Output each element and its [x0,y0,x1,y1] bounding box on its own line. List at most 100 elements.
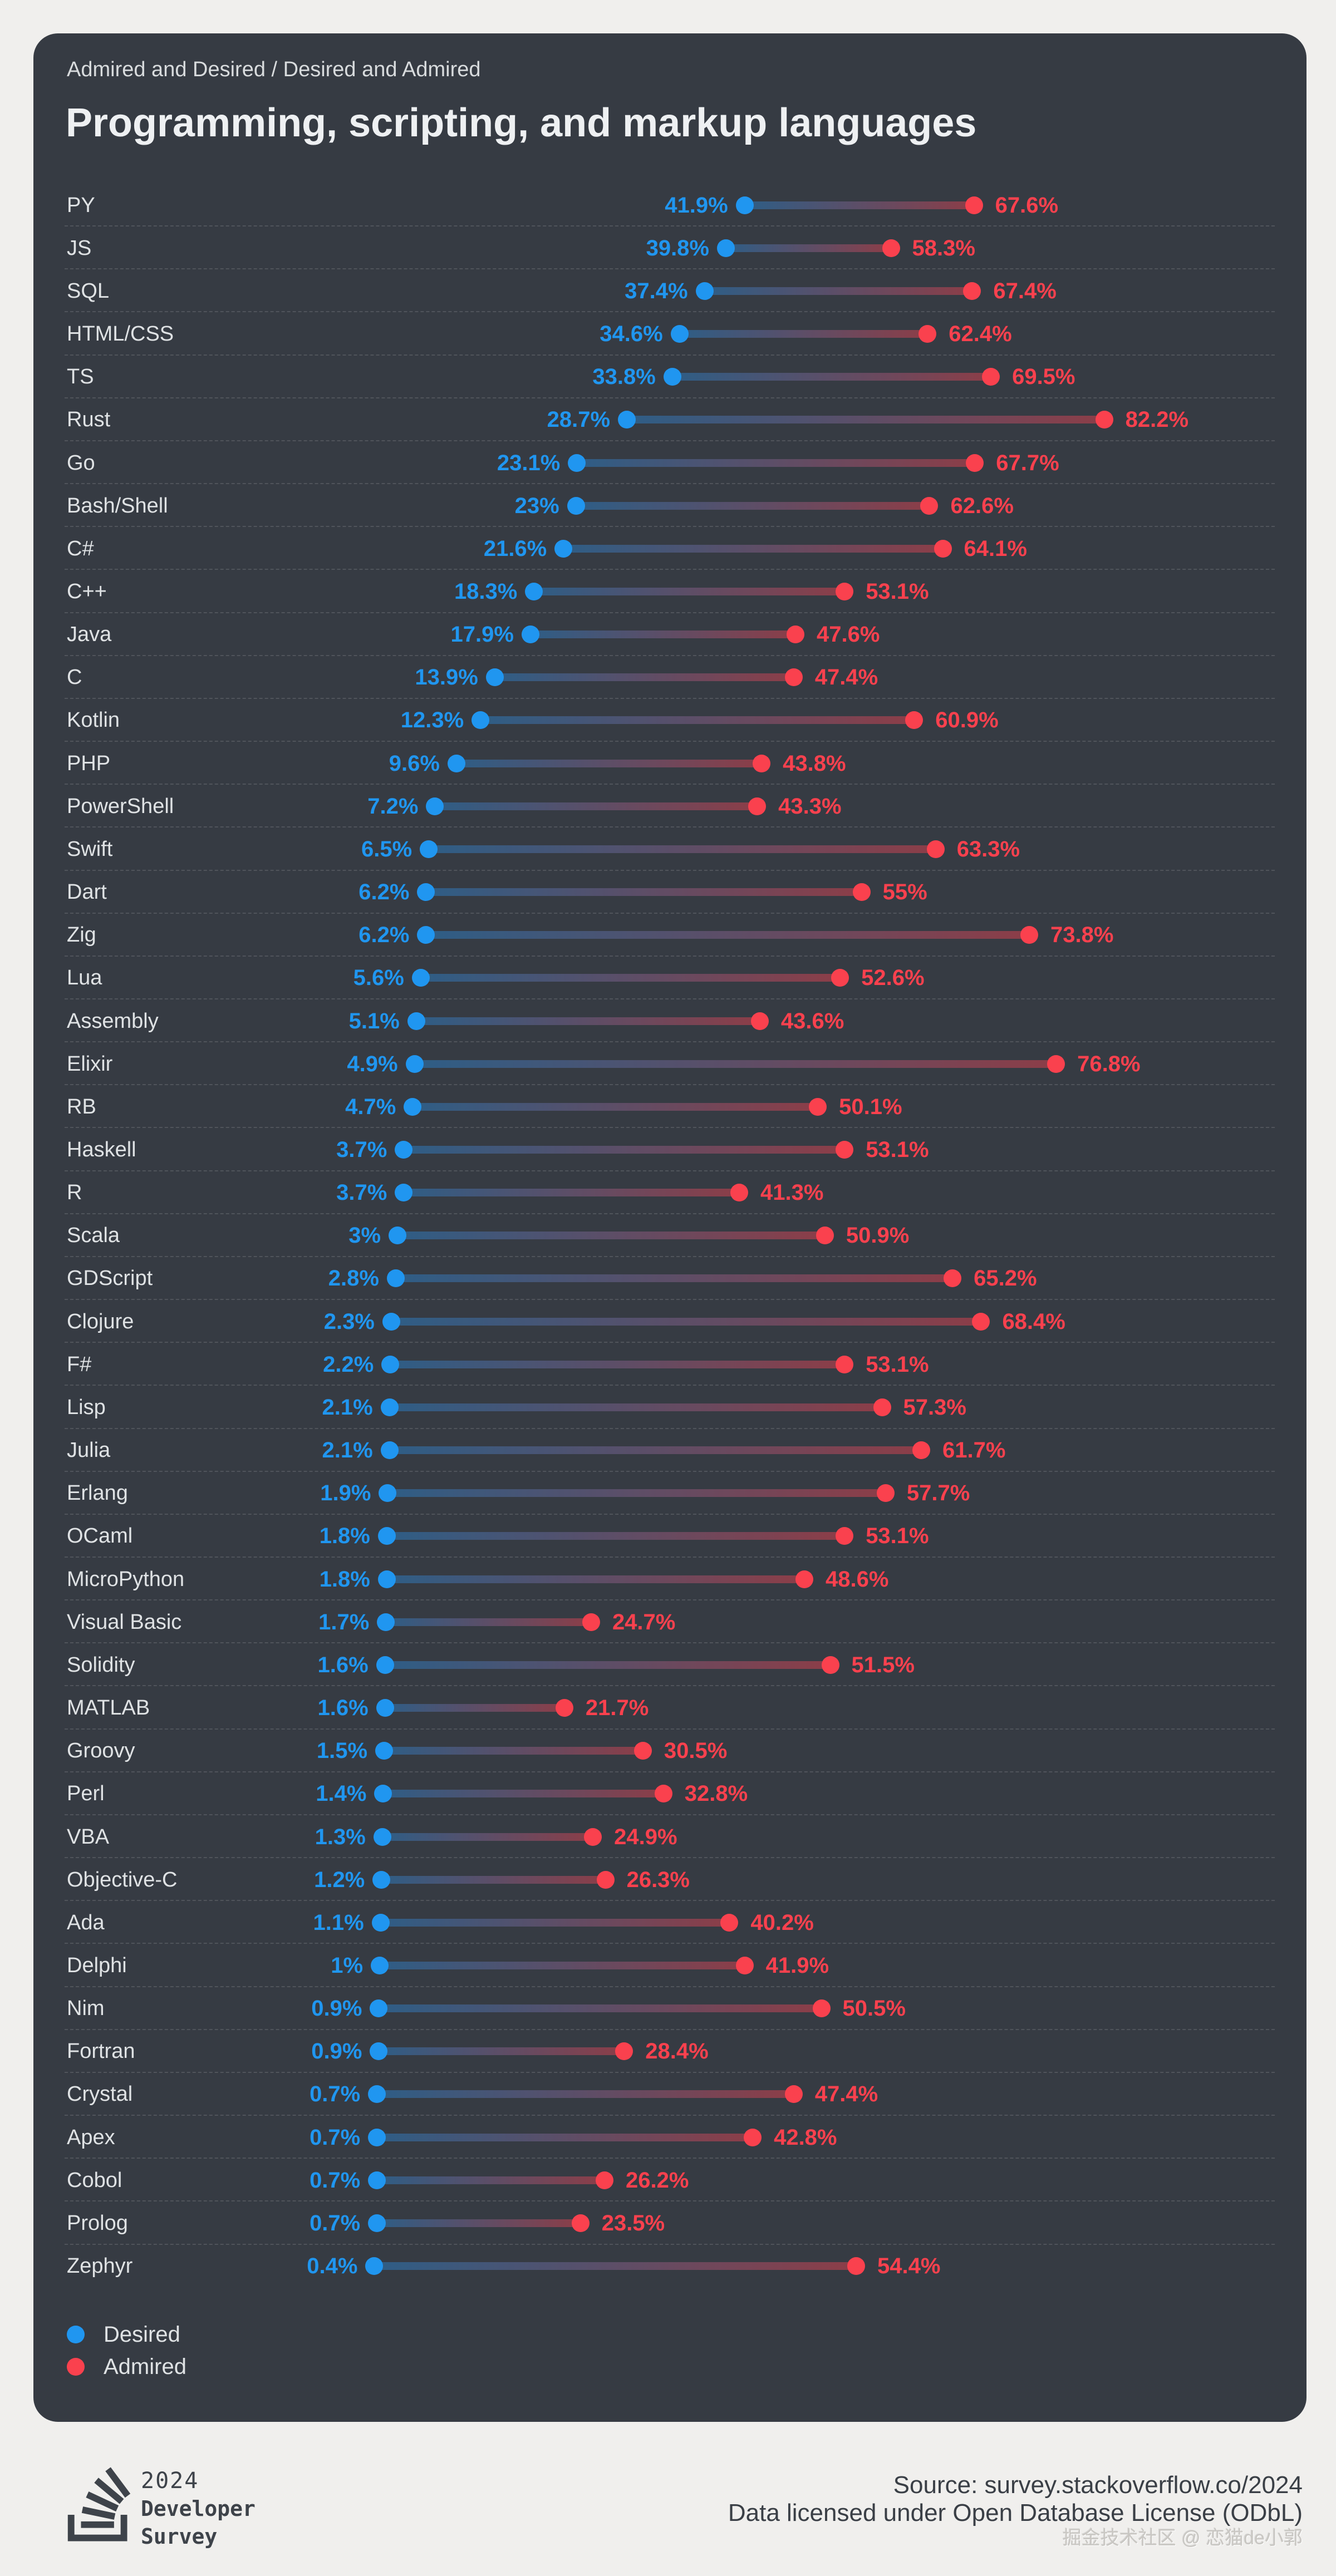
admired-dot-icon [750,1012,769,1030]
desired-dot-icon [417,883,435,902]
logo-developer: Developer [141,2496,256,2521]
chart-row: MicroPython 1.8% 48.6% [33,1558,1306,1601]
admired-dot-icon [972,1312,990,1331]
admired-dot-icon [555,1699,573,1717]
connector-bar [389,1403,882,1411]
admired-dot-icon [633,1742,652,1760]
admired-dot-icon [720,1913,739,1932]
connector-bar [377,2176,605,2184]
desired-dot-icon [380,1398,399,1416]
connector-bar [377,2219,581,2227]
desired-dot-icon [405,1055,424,1073]
connector-bar [404,1146,845,1154]
chart-row: Erlang 1.9% 57.7% [33,1472,1306,1515]
desired-value: 13.9% [415,665,478,690]
chart-row: Prolog 0.7% 23.5% [33,2201,1306,2245]
desired-dot-icon [371,1956,389,1974]
admired-value: 57.3% [903,1395,966,1420]
chart-row: C# 21.6% 64.1% [33,527,1306,570]
chart-row: Dart 6.2% 55% [33,871,1306,914]
language-label: JS [67,236,92,260]
admired-dot-icon [965,196,983,214]
language-label: Delphi [67,1953,127,1977]
connector-bar [386,1532,845,1540]
language-label: Elixir [67,1052,113,1076]
connector-bar [672,373,991,381]
connector-bar [389,1446,922,1455]
language-label: Crystal [67,2082,133,2106]
admired-value: 53.1% [866,579,929,604]
desired-value: 0.7% [310,2210,361,2235]
desired-dot-icon [382,1312,400,1331]
connector-bar [494,673,794,682]
chart-row: R 3.7% 41.3% [33,1171,1306,1214]
chart-row: RB 4.7% 50.1% [33,1085,1306,1129]
desired-dot-icon [371,1913,390,1932]
chart-row: Assembly 5.1% 43.6% [33,999,1306,1043]
language-label: OCaml [67,1524,133,1548]
desired-dot-icon [663,368,681,386]
language-label: PHP [67,751,111,775]
admired-value: 65.2% [974,1266,1037,1291]
chart-title: Programming, scripting, and markup langu… [66,101,977,145]
chart-rows: PY 41.9% 67.6% JS 39.8% 58.3% SQL 37.4% … [33,184,1306,2288]
admired-dot-icon [918,325,937,343]
language-label: Fortran [67,2040,135,2063]
language-label: Perl [67,1782,105,1806]
admired-value: 67.4% [993,278,1057,303]
connector-bar [384,1747,643,1755]
language-label: VBA [67,1825,110,1849]
language-label: Apex [67,2125,115,2149]
desired-legend-dot-icon [67,2326,85,2343]
language-label: R [67,1181,82,1205]
admired-value: 50.5% [842,1996,906,2021]
language-label: Lua [67,966,102,990]
admired-value: 55% [882,880,927,905]
admired-value: 69.5% [1012,365,1075,390]
chart-row: Groovy 1.5% 30.5% [33,1730,1306,1772]
admired-dot-icon [934,539,952,558]
connector-bar [563,544,943,553]
chart-row: Cobol 0.7% 26.2% [33,2159,1306,2202]
desired-dot-icon [380,1441,399,1460]
chart-row: F# 2.2% 53.1% [33,1343,1306,1386]
admired-value: 58.3% [912,235,975,260]
admired-value: 73.8% [1050,923,1114,948]
connector-bar [416,1017,760,1025]
desired-dot-icon [389,1227,407,1245]
admired-value: 30.5% [664,1738,728,1764]
desired-dot-icon [370,2042,388,2061]
admired-dot-icon [873,1398,891,1416]
chart-row: Objective-C 1.2% 26.3% [33,1858,1306,1902]
desired-value: 34.6% [600,322,663,347]
chart-row: Lisp 2.1% 57.3% [33,1386,1306,1429]
admired-value: 53.1% [866,1524,929,1549]
chart-row: Ada 1.1% 40.2% [33,1901,1306,1944]
desired-dot-icon [376,1656,394,1674]
admired-dot-icon [784,2085,803,2104]
admired-value: 76.8% [1077,1051,1141,1076]
desired-dot-icon [554,539,573,558]
admired-dot-icon [744,2128,762,2146]
desired-dot-icon [368,2171,386,2189]
desired-value: 0.4% [307,2254,358,2279]
language-label: Cobol [67,2168,122,2192]
desired-value: 7.2% [367,794,419,819]
chart-row: Java 17.9% 47.6% [33,613,1306,656]
language-label: Solidity [67,1653,135,1677]
admired-dot-icon [882,239,900,257]
language-label: RB [67,1095,96,1119]
language-label: Assembly [67,1009,159,1033]
desired-value: 1.9% [320,1481,371,1506]
language-label: Scala [67,1224,120,1248]
desired-value: 23% [514,493,559,518]
chart-row: VBA 1.3% 24.9% [33,1815,1306,1859]
admired-dot-icon [582,1613,600,1631]
admired-dot-icon [812,1999,831,2018]
admired-value: 47.4% [814,2082,878,2107]
connector-bar [387,1489,886,1498]
connector-bar [534,587,845,595]
language-label: Bash/Shell [67,494,168,518]
admired-value: 41.9% [765,1953,829,1978]
chart-row: Apex 0.7% 42.8% [33,2116,1306,2159]
